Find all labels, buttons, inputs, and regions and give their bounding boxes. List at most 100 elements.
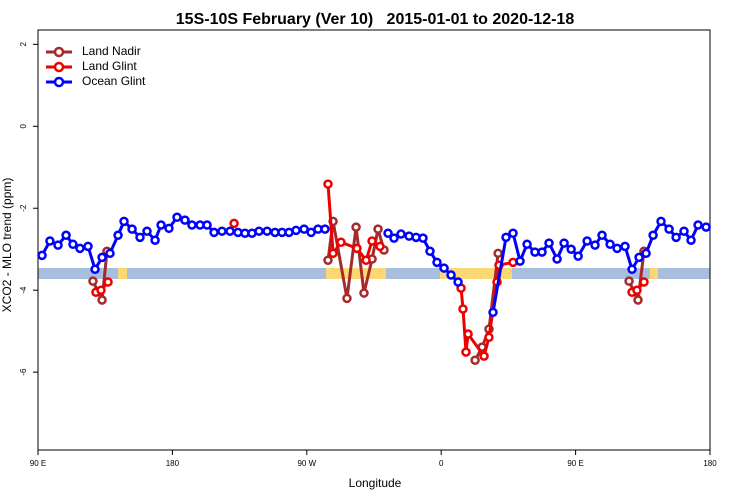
data-point <box>648 230 658 241</box>
legend-label: Land Nadir <box>82 44 141 58</box>
data-point <box>172 212 182 223</box>
data-point <box>488 307 498 318</box>
data-point <box>396 229 406 239</box>
x-tick-label: 0 <box>439 459 444 468</box>
data-point <box>418 233 428 243</box>
legend-marker <box>53 76 65 88</box>
data-point <box>254 226 264 236</box>
data-point <box>383 228 393 238</box>
data-point <box>53 240 63 250</box>
data-point <box>639 277 649 287</box>
data-point <box>641 248 651 259</box>
data-point <box>590 240 600 250</box>
data-point <box>389 233 399 243</box>
data-point <box>323 179 333 189</box>
data-point <box>105 248 115 259</box>
data-point <box>150 235 160 245</box>
data-point <box>544 238 554 248</box>
data-point <box>701 222 711 232</box>
data-point <box>522 239 532 250</box>
data-point <box>135 232 145 243</box>
data-point <box>537 247 547 257</box>
data-point <box>479 351 489 361</box>
data-point <box>552 254 562 264</box>
data-point <box>75 243 85 254</box>
data-point <box>501 232 511 243</box>
data-point <box>664 224 674 234</box>
land-band <box>440 268 512 279</box>
data-point <box>359 288 369 298</box>
plot-frame <box>37 29 711 451</box>
data-point <box>461 347 471 357</box>
data-point <box>367 236 377 246</box>
data-point <box>582 236 592 246</box>
y-tick-label: -4 <box>19 286 28 294</box>
data-point <box>453 277 463 287</box>
data-point <box>229 218 239 229</box>
data-point <box>605 239 615 250</box>
data-point <box>127 224 137 234</box>
x-axis-label: Longitude <box>349 476 402 490</box>
data-point <box>493 248 503 259</box>
data-point <box>470 355 480 366</box>
data-point <box>425 246 435 257</box>
data-point <box>463 329 473 339</box>
data-point <box>693 220 703 230</box>
data-point <box>627 264 637 275</box>
legend-label: Ocean Glint <box>82 74 146 88</box>
data-point <box>352 243 362 254</box>
data-point <box>97 252 107 263</box>
data-point <box>323 255 333 266</box>
data-point <box>679 226 689 236</box>
data-point <box>612 243 622 254</box>
data-point <box>342 293 352 304</box>
data-point <box>632 285 642 295</box>
land-band <box>326 268 386 279</box>
data-point <box>624 276 634 286</box>
data-point <box>61 230 71 241</box>
data-point <box>328 248 338 259</box>
data-point <box>156 220 166 230</box>
legend-marker <box>53 61 65 73</box>
legend-marker <box>53 46 65 58</box>
data-point <box>187 220 197 230</box>
data-point <box>633 295 643 305</box>
data-point <box>351 222 361 232</box>
data-point <box>375 241 385 252</box>
data-point <box>45 236 55 246</box>
data-point <box>686 235 696 245</box>
series-line <box>326 221 386 299</box>
data-point <box>361 255 371 266</box>
x-tick-label: 90 E <box>567 459 583 468</box>
data-point <box>113 230 123 241</box>
data-point <box>432 257 442 268</box>
data-point <box>202 220 212 230</box>
y-tick-label: -2 <box>19 204 28 212</box>
y-tick-label: 0 <box>19 124 28 129</box>
data-point <box>515 256 525 266</box>
land-band <box>118 268 127 279</box>
data-point <box>299 224 309 234</box>
data-point <box>320 224 330 234</box>
y-tick-label: -6 <box>19 368 28 376</box>
data-point <box>103 277 113 287</box>
data-point <box>68 239 78 250</box>
data-point <box>37 250 47 261</box>
data-point <box>83 241 93 252</box>
data-point <box>373 224 383 234</box>
data-point <box>90 264 100 275</box>
data-point <box>262 226 272 236</box>
y-tick-label: 2 <box>19 42 28 47</box>
data-point <box>634 252 644 263</box>
x-tick-label: 180 <box>166 459 180 468</box>
data-point <box>96 285 106 295</box>
data-point <box>508 228 518 238</box>
data-point <box>458 304 468 314</box>
data-point <box>209 227 219 238</box>
data-point <box>446 270 456 280</box>
data-point <box>217 226 227 236</box>
data-point <box>142 226 152 236</box>
data-point <box>225 226 235 236</box>
data-point <box>88 276 98 286</box>
